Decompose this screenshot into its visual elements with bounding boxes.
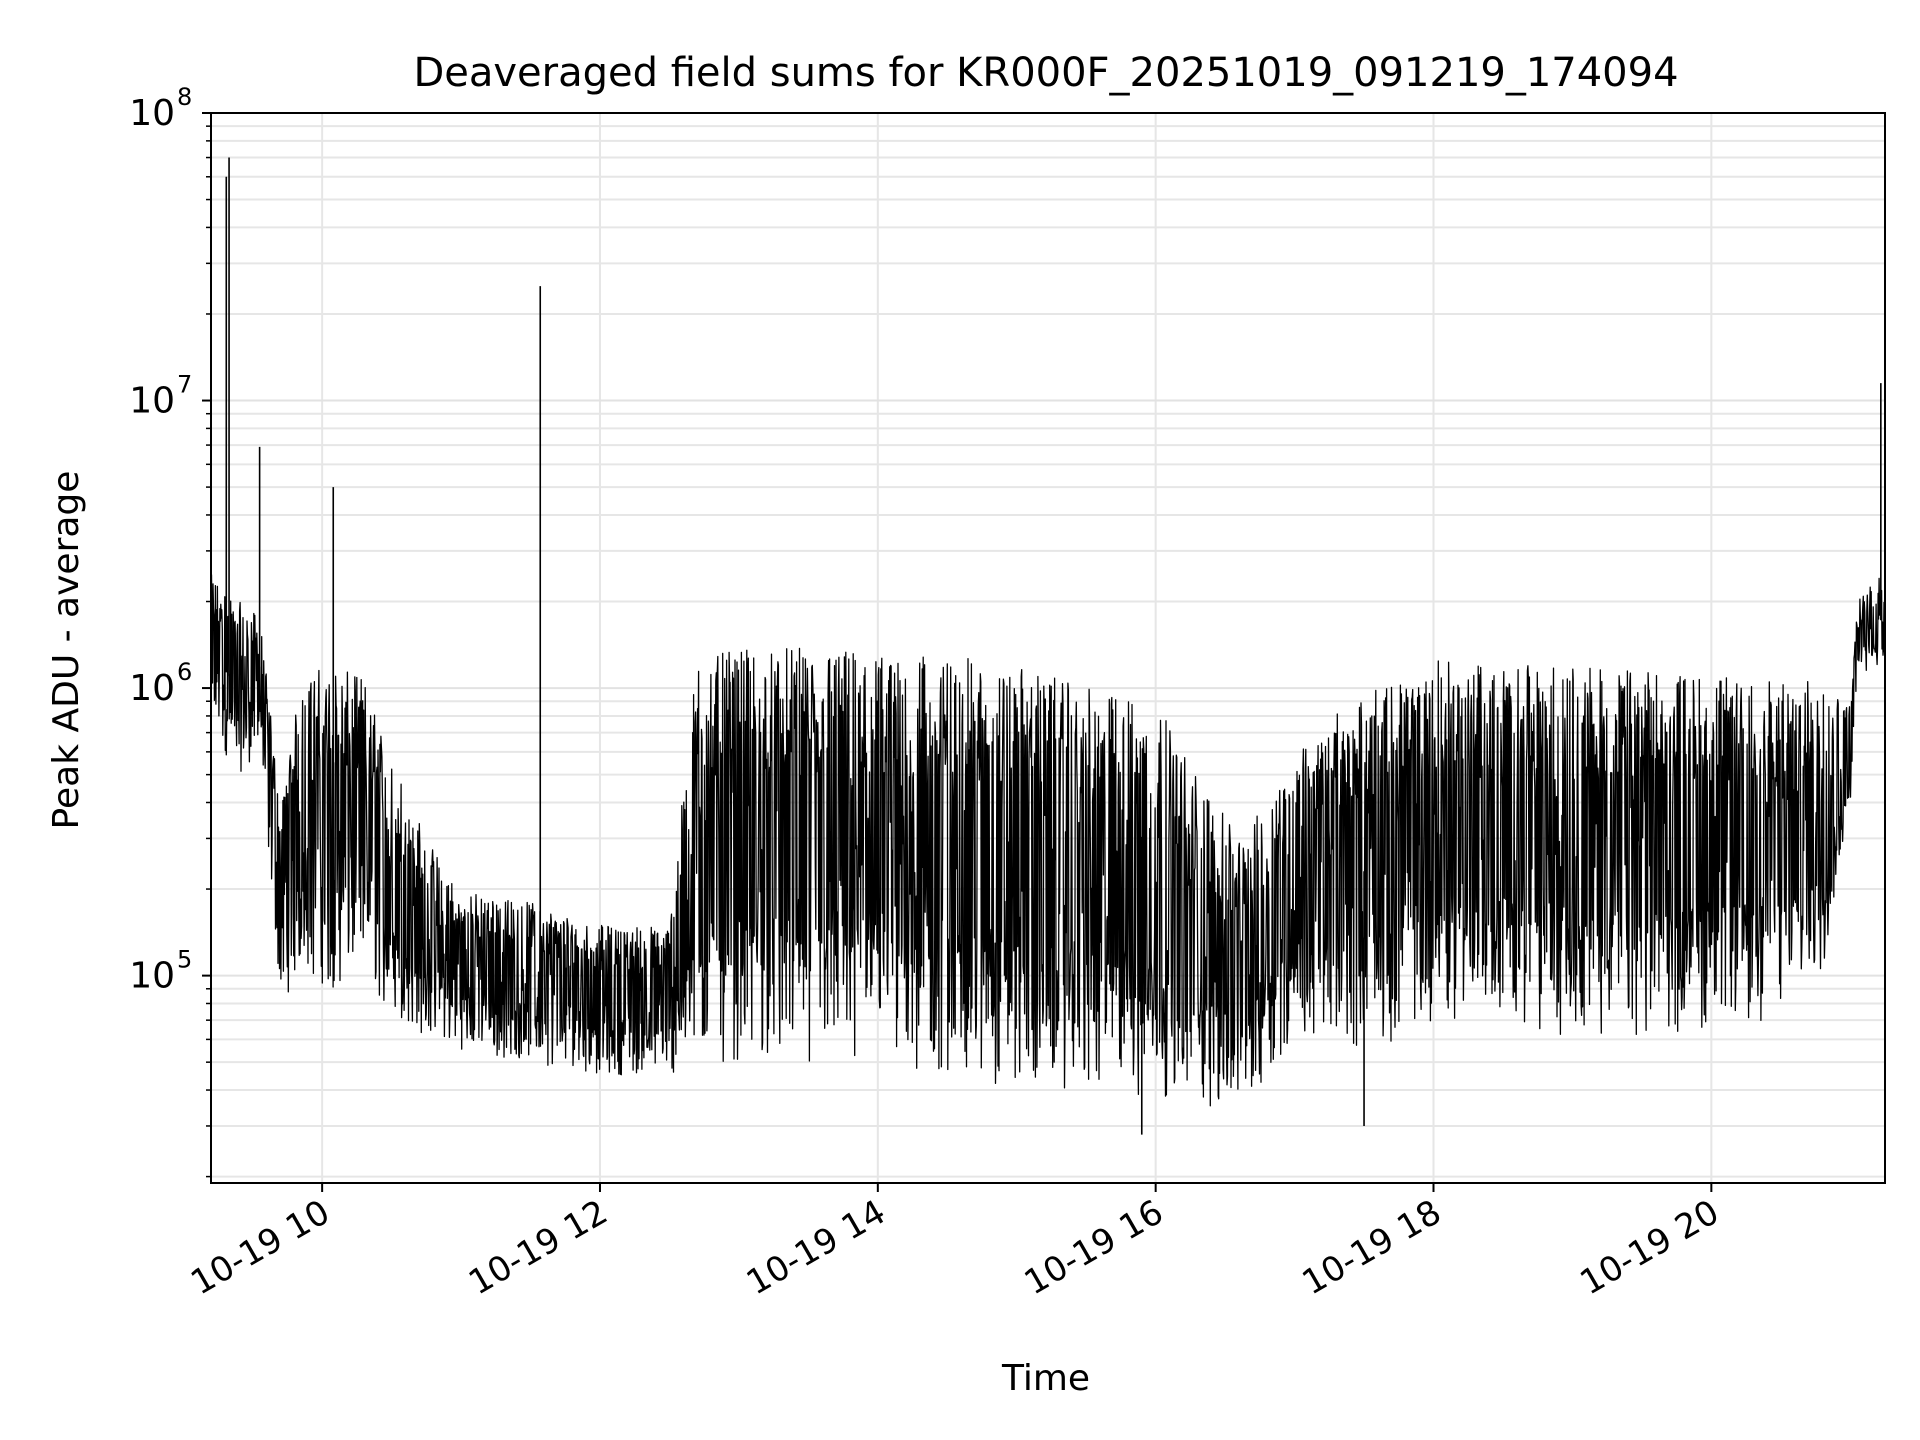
y-tick-label: 10: [129, 668, 175, 709]
series-line: [210, 574, 1886, 1107]
y-tick-label: 10: [129, 956, 175, 997]
y-tick-exponent: 5: [177, 946, 192, 974]
y-tick-base: 10: [129, 956, 175, 997]
series-layer: [210, 157, 1886, 1135]
y-tick-base: 10: [129, 668, 175, 709]
y-axis-label: Peak ADU - average: [46, 471, 87, 830]
y-tick-exponent: 6: [177, 658, 192, 686]
y-tick-label: 10: [129, 93, 175, 134]
y-tick-exponent: 7: [177, 371, 192, 399]
x-axis-label: Time: [1001, 1358, 1090, 1399]
chart-title: Deaveraged field sums for KR000F_2025101…: [413, 50, 1678, 96]
plot-frame: [210, 112, 1886, 1184]
y-tick-base: 10: [129, 93, 175, 134]
y-tick-label: 10: [129, 381, 175, 422]
y-tick-exponent: 8: [177, 83, 192, 111]
y-tick-base: 10: [129, 381, 175, 422]
